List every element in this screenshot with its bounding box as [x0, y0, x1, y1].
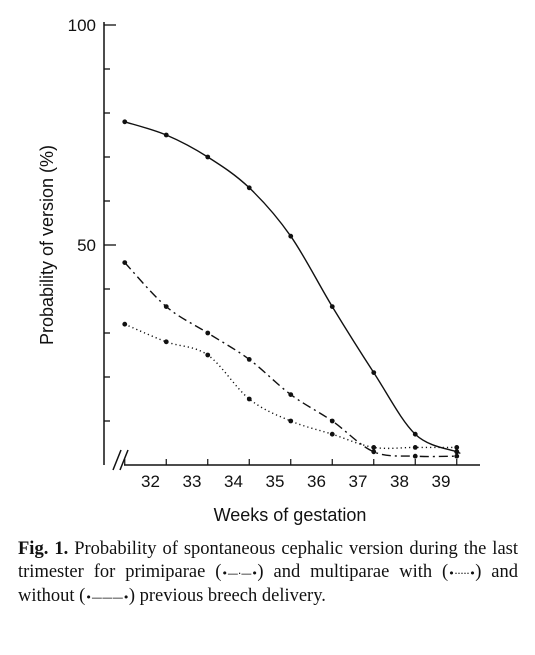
y-tick-label: 50	[77, 236, 96, 255]
series-line	[124, 262, 457, 458]
series-line	[124, 121, 461, 454]
data-point	[288, 392, 294, 397]
data-point	[371, 445, 377, 450]
caption-text-3: ) and without (	[18, 562, 519, 606]
data-point	[205, 352, 211, 358]
x-tick-label: 33	[183, 472, 202, 491]
data-point	[329, 304, 335, 309]
key-with-breech: •·····•	[448, 567, 476, 580]
series-layer	[122, 119, 461, 459]
data-point	[122, 260, 128, 265]
key-primiparae: •—·—•	[221, 567, 258, 580]
x-axis: 32 33 34 35 36 37 38 39 Weeks of gestation	[124, 459, 480, 525]
x-axis-label: Weeks of gestation	[214, 505, 367, 525]
data-point	[412, 445, 418, 450]
data-point	[163, 304, 169, 309]
data-point	[454, 449, 460, 455]
data-point	[412, 431, 418, 437]
axis-break	[112, 449, 129, 471]
data-point	[163, 339, 169, 345]
data-point	[205, 154, 211, 160]
data-point	[412, 453, 418, 459]
data-point	[122, 321, 128, 327]
y-minor-ticks	[104, 24, 116, 422]
data-point	[246, 357, 252, 362]
data-point	[205, 330, 211, 336]
caption-text-1: Probability of spontaneous cephalic vers…	[18, 539, 519, 582]
x-tick-label: 39	[432, 472, 451, 491]
series-line	[124, 323, 457, 450]
data-point	[122, 119, 128, 125]
data-point	[288, 418, 294, 424]
figure-label: Fig. 1.	[18, 539, 69, 559]
figure-caption: Fig. 1. Probability of spontaneous cepha…	[18, 538, 518, 609]
x-tick-label: 35	[266, 472, 285, 491]
key-without-breech: •———•	[85, 591, 129, 604]
caption-text-2: ) and multiparae with (	[257, 562, 449, 582]
data-point	[329, 418, 335, 424]
data-point	[454, 453, 460, 459]
y-axis: 100 50 Probability of version (%)	[37, 16, 116, 465]
data-point	[163, 132, 169, 138]
data-point	[371, 370, 377, 375]
data-point	[329, 431, 335, 437]
caption-text-4: ) previous breech delivery.	[128, 586, 326, 606]
data-point	[454, 445, 460, 450]
y-axis-label: Probability of version (%)	[37, 145, 57, 345]
data-point	[246, 185, 252, 191]
x-tick-label: 32	[141, 472, 160, 491]
x-ticks	[124, 459, 458, 465]
x-tick-label: 36	[307, 472, 326, 491]
x-tick-label: 38	[390, 472, 409, 491]
y-tick-labels: 100 50	[68, 16, 96, 255]
data-point	[288, 233, 294, 239]
y-tick-label: 100	[68, 16, 96, 35]
x-tick-label: 37	[349, 472, 368, 491]
x-tick-labels: 32 33 34 35 36 37 38 39	[141, 472, 450, 491]
data-point	[371, 449, 377, 455]
x-tick-label: 34	[224, 472, 243, 491]
data-point	[246, 396, 252, 402]
